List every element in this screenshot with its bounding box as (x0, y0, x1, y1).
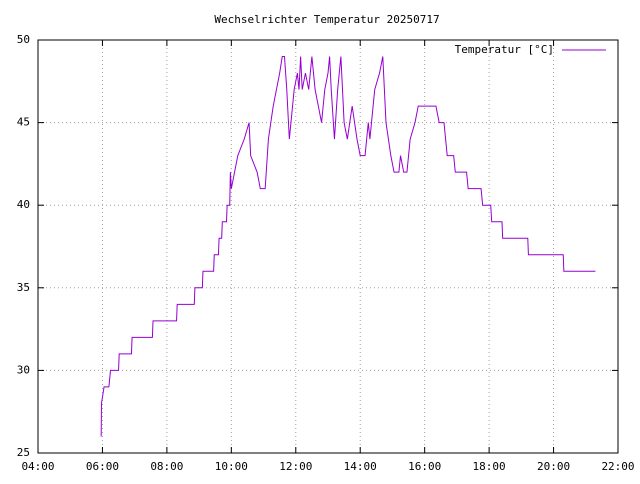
x-tick-label: 20:00 (537, 460, 570, 473)
y-tick-label: 35 (17, 281, 30, 294)
x-tick-label: 08:00 (150, 460, 183, 473)
x-tick-label: 12:00 (279, 460, 312, 473)
x-tick-label: 22:00 (601, 460, 634, 473)
x-tick-label: 06:00 (86, 460, 119, 473)
plot-border (37, 39, 619, 454)
data-line (100, 56, 596, 437)
x-tick-label: 14:00 (344, 460, 377, 473)
x-tick-label: 16:00 (408, 460, 441, 473)
y-tick-label: 40 (17, 198, 30, 211)
y-tick-label: 25 (17, 446, 30, 459)
y-tick-label: 50 (17, 33, 30, 46)
legend-label: Temperatur [°C] (455, 43, 554, 56)
chart-title: Wechselrichter Temperatur 20250717 (214, 13, 439, 26)
x-tick-label: 18:00 (473, 460, 506, 473)
x-tick-label: 10:00 (215, 460, 248, 473)
y-tick-label: 45 (17, 116, 30, 129)
y-tick-label: 30 (17, 363, 30, 376)
x-tick-label: 04:00 (21, 460, 54, 473)
